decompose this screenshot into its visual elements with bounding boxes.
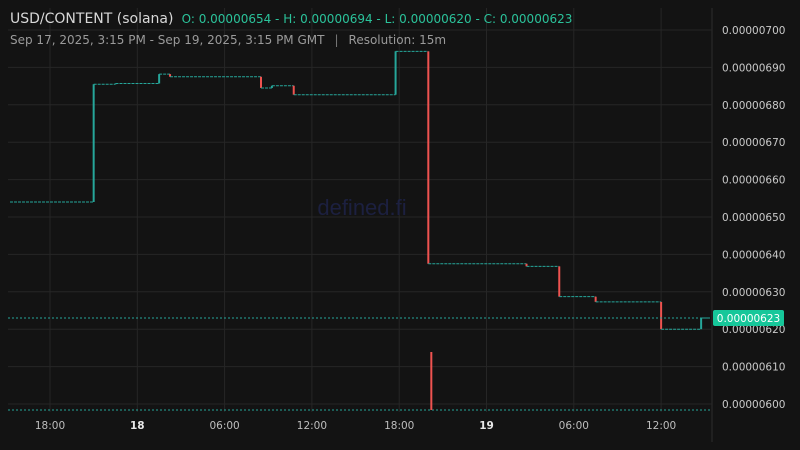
y-tick-label: 0.00000690 <box>722 62 785 74</box>
y-tick-label: 0.00000610 <box>722 362 785 374</box>
x-tick-label: 18:00 <box>384 420 414 432</box>
grid-lines <box>8 8 713 442</box>
y-tick-label: 0.00000620 <box>722 324 785 336</box>
y-tick-label: 0.00000670 <box>722 137 785 149</box>
last-price-text: 0.00000623 <box>717 313 780 325</box>
symbol-title: USD/CONTENT (solana) <box>10 11 174 27</box>
ohlc-readout: O: 0.00000654 - H: 0.00000694 - L: 0.000… <box>181 12 573 26</box>
date-range: Sep 17, 2025, 3:15 PM - Sep 19, 2025, 3:… <box>10 33 325 47</box>
y-tick-label: 0.00000660 <box>722 175 785 187</box>
chart-header: USD/CONTENT (solana) O: 0.00000654 - H: … <box>10 11 572 27</box>
candles <box>10 50 709 330</box>
time-axis[interactable]: 18:00 18 06:00 12:00 18:00 19 06:00 12:00 <box>35 420 676 432</box>
watermark: defined.fi <box>317 195 406 220</box>
x-tick-label: 19 <box>479 420 494 432</box>
last-price-marker: 0.00000623 <box>8 309 784 326</box>
resolution-label: Resolution: 15m <box>348 33 447 47</box>
y-tick-label: 0.00000700 <box>722 25 785 37</box>
y-tick-label: 0.00000600 <box>722 399 785 411</box>
x-tick-label: 06:00 <box>559 420 589 432</box>
y-tick-label: 0.00000630 <box>722 287 785 299</box>
x-tick-label: 18 <box>130 420 145 432</box>
last-price-badge <box>713 309 784 326</box>
x-tick-label: 12:00 <box>297 420 327 432</box>
x-tick-label: 12:00 <box>646 420 676 432</box>
separator: | <box>334 33 339 47</box>
y-tick-label: 0.00000640 <box>722 249 785 261</box>
y-tick-label: 0.00000680 <box>722 100 785 112</box>
price-axis[interactable]: 0.00000600 0.00000610 0.00000620 0.00000630… <box>722 25 785 411</box>
y-tick-label: 0.00000650 <box>722 212 785 224</box>
volume-bars <box>8 352 712 411</box>
chart-subheader: Sep 17, 2025, 3:15 PM - Sep 19, 2025, 3:… <box>10 33 446 47</box>
x-tick-label: 06:00 <box>209 420 239 432</box>
x-tick-label: 18:00 <box>35 420 65 432</box>
